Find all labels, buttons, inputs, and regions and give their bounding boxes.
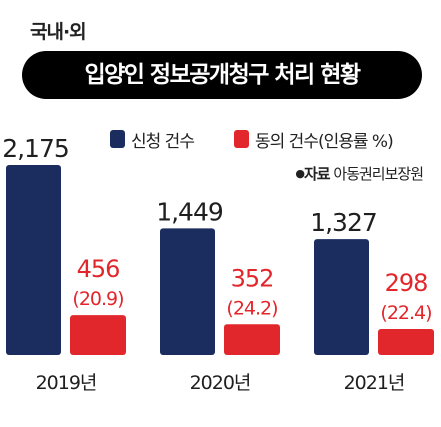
legend-swatch-consents: [234, 130, 249, 148]
bar-consents-2: [378, 328, 434, 355]
category-label-1: 2020년: [190, 372, 251, 394]
source-text: 아동권리보장원: [333, 165, 424, 183]
legend-label-consents: 동의 건수(인용률 %): [255, 131, 394, 152]
category-label-0: 2019년: [36, 372, 97, 394]
bar-applications-0: [6, 165, 61, 355]
bar-consents-0: [70, 315, 126, 355]
value-label-applications-1: 1,449: [156, 197, 223, 226]
legend-label-applications: 신청 건수: [131, 131, 195, 152]
source-label: 자료: [304, 165, 331, 183]
source-bullet-icon: ●: [295, 167, 305, 180]
value-label-applications-0: 2,175: [2, 134, 69, 163]
category-label-2: 2021년: [344, 372, 405, 394]
legend-item-applications: 신청 건수: [110, 127, 195, 152]
source-note: ●자료 아동권리보장원: [295, 163, 424, 184]
chart-title: 입양인 정보공개청구 처리 현황: [84, 62, 361, 88]
bar-applications-1: [160, 228, 215, 355]
title-banner: [22, 51, 422, 99]
rate-label-consents-0: (20.9): [72, 288, 123, 310]
legend-item-consents: 동의 건수(인용률 %): [234, 127, 394, 152]
bar-applications-2: [314, 239, 369, 355]
value-label-consents-1: 352: [231, 264, 274, 292]
value-label-consents-2: 298: [385, 269, 428, 297]
legend-swatch-applications: [110, 130, 125, 148]
value-label-consents-0: 456: [77, 255, 120, 283]
value-label-applications-2: 1,327: [310, 208, 377, 237]
bar-consents-1: [224, 324, 280, 355]
rate-label-consents-1: (24.2): [226, 297, 277, 319]
section-label: 국내·외: [30, 21, 87, 43]
rate-label-consents-2: (22.4): [380, 302, 431, 324]
